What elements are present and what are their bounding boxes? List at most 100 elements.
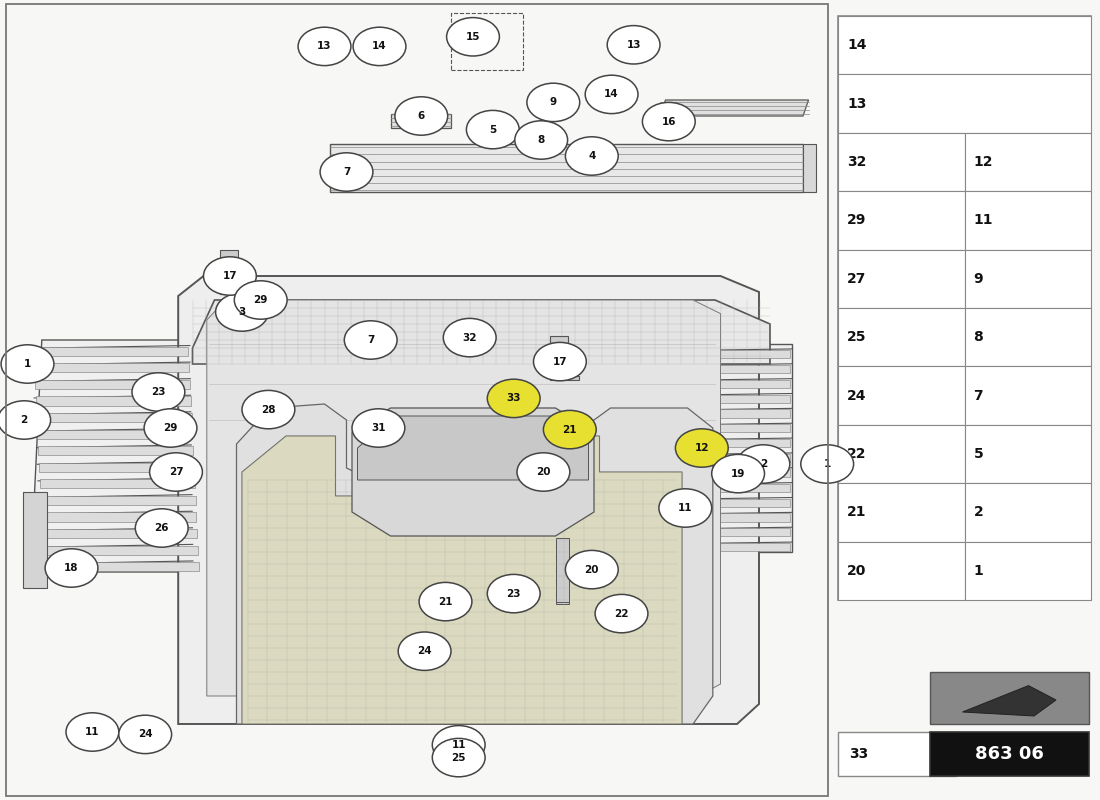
Text: 24: 24 xyxy=(138,730,153,739)
Circle shape xyxy=(320,153,373,191)
Bar xyxy=(39,446,194,455)
Polygon shape xyxy=(242,436,682,724)
Circle shape xyxy=(0,401,51,439)
Bar xyxy=(624,410,790,418)
Text: 4: 4 xyxy=(588,151,595,161)
Text: 15: 15 xyxy=(465,32,481,42)
Circle shape xyxy=(466,110,519,149)
Circle shape xyxy=(66,713,119,751)
Bar xyxy=(624,543,790,551)
Circle shape xyxy=(144,409,197,447)
Circle shape xyxy=(216,293,268,331)
Polygon shape xyxy=(660,100,808,116)
Circle shape xyxy=(565,550,618,589)
Text: 863 06: 863 06 xyxy=(975,745,1044,763)
Circle shape xyxy=(234,281,287,319)
Bar xyxy=(838,16,1091,74)
Bar xyxy=(624,528,790,537)
Bar xyxy=(40,479,195,488)
Circle shape xyxy=(150,453,202,491)
Bar xyxy=(42,529,197,538)
Polygon shape xyxy=(220,250,249,294)
Bar xyxy=(41,496,196,505)
Text: 7: 7 xyxy=(343,167,350,177)
Circle shape xyxy=(45,549,98,587)
Bar xyxy=(624,365,790,373)
Bar xyxy=(838,74,1091,133)
Text: 3: 3 xyxy=(239,307,245,317)
Circle shape xyxy=(135,509,188,547)
Circle shape xyxy=(298,27,351,66)
Text: 1: 1 xyxy=(824,459,830,469)
Circle shape xyxy=(132,373,185,411)
Circle shape xyxy=(398,632,451,670)
Polygon shape xyxy=(352,408,594,536)
Text: 26: 26 xyxy=(154,523,169,533)
Bar xyxy=(930,672,1089,724)
Text: 31: 31 xyxy=(371,423,386,433)
Text: etros for parts: etros for parts xyxy=(214,423,512,457)
Bar xyxy=(965,425,1091,483)
Bar xyxy=(838,250,965,308)
Bar xyxy=(33,346,188,356)
Bar xyxy=(35,397,191,406)
Text: 12: 12 xyxy=(974,155,993,169)
Circle shape xyxy=(447,18,499,56)
Circle shape xyxy=(659,489,712,527)
Text: 11: 11 xyxy=(974,214,993,227)
Text: 13: 13 xyxy=(847,97,867,110)
Circle shape xyxy=(534,342,586,381)
Text: 9: 9 xyxy=(550,98,557,107)
Bar xyxy=(930,732,1089,776)
Bar xyxy=(39,462,194,472)
Circle shape xyxy=(1,345,54,383)
Bar xyxy=(838,542,965,600)
Bar xyxy=(556,538,569,602)
Text: 21: 21 xyxy=(438,597,453,606)
Circle shape xyxy=(565,137,618,175)
Bar xyxy=(6,4,828,796)
Text: 13: 13 xyxy=(626,40,641,50)
Bar xyxy=(803,144,816,192)
Bar xyxy=(965,308,1091,366)
Bar xyxy=(965,250,1091,308)
Text: 13: 13 xyxy=(317,42,332,51)
Circle shape xyxy=(344,321,397,359)
Text: 20: 20 xyxy=(584,565,600,574)
Text: 29: 29 xyxy=(163,423,178,433)
Bar xyxy=(965,133,1091,191)
Text: 14: 14 xyxy=(372,42,387,51)
Text: 9: 9 xyxy=(974,272,983,286)
Polygon shape xyxy=(358,416,588,480)
Text: since 1982: since 1982 xyxy=(279,482,447,510)
Text: 20: 20 xyxy=(847,564,867,578)
Circle shape xyxy=(443,318,496,357)
Bar xyxy=(43,546,198,554)
Bar xyxy=(624,484,790,492)
Text: 14: 14 xyxy=(604,90,619,99)
Text: 29: 29 xyxy=(847,214,867,227)
Text: 1: 1 xyxy=(974,564,983,578)
Bar xyxy=(965,542,1091,600)
Text: 17: 17 xyxy=(552,357,568,366)
Bar xyxy=(624,498,790,506)
Polygon shape xyxy=(550,336,579,380)
Circle shape xyxy=(517,453,570,491)
Bar xyxy=(624,454,790,462)
Text: 24: 24 xyxy=(847,389,867,402)
Circle shape xyxy=(119,715,172,754)
Text: 17: 17 xyxy=(222,271,238,281)
Text: 22: 22 xyxy=(847,447,867,461)
Bar xyxy=(838,133,965,191)
Bar xyxy=(42,513,196,522)
Bar xyxy=(965,366,1091,425)
Circle shape xyxy=(515,121,568,159)
Circle shape xyxy=(607,26,660,64)
Text: 6: 6 xyxy=(418,111,425,121)
Text: 27: 27 xyxy=(847,272,867,286)
Text: 21: 21 xyxy=(562,425,578,434)
Bar xyxy=(838,483,965,542)
Bar xyxy=(838,16,1091,600)
Text: 2: 2 xyxy=(760,459,767,469)
Text: 11: 11 xyxy=(451,740,466,750)
